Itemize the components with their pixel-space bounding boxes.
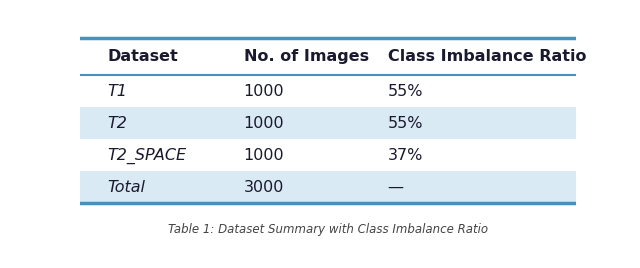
Bar	[80, 139, 576, 172]
Text: T2_SPACE: T2_SPACE	[108, 147, 186, 163]
Text: 1000: 1000	[244, 84, 284, 99]
Text: T1: T1	[108, 84, 127, 99]
Text: 3000: 3000	[244, 180, 284, 195]
Text: T2: T2	[108, 116, 127, 131]
Text: No. of Images: No. of Images	[244, 49, 369, 64]
Text: 55%: 55%	[388, 84, 423, 99]
Bar	[80, 38, 576, 76]
Text: Table 1: Dataset Summary with Class Imbalance Ratio: Table 1: Dataset Summary with Class Imba…	[168, 223, 488, 236]
Text: —: —	[388, 180, 404, 195]
Text: 55%: 55%	[388, 116, 423, 131]
Text: 37%: 37%	[388, 148, 423, 163]
Bar	[80, 76, 576, 107]
Text: Dataset: Dataset	[108, 49, 178, 64]
Text: Total: Total	[108, 180, 145, 195]
Text: 1000: 1000	[244, 148, 284, 163]
Bar	[80, 107, 576, 139]
Bar	[80, 172, 576, 203]
Text: Class Imbalance Ratio: Class Imbalance Ratio	[388, 49, 586, 64]
Text: 1000: 1000	[244, 116, 284, 131]
